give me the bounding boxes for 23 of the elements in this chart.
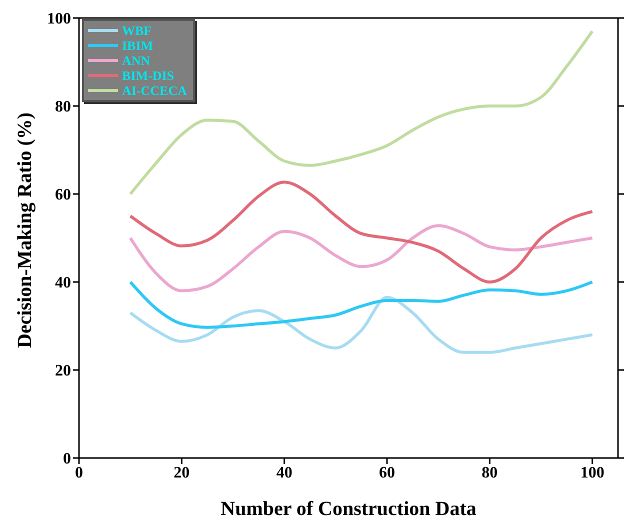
y-tick-label: 100 bbox=[47, 10, 71, 28]
y-tick-label: 40 bbox=[55, 274, 71, 292]
line-series bbox=[128, 224, 594, 292]
x-tick-label: 80 bbox=[482, 464, 498, 482]
x-tick-label: 20 bbox=[174, 464, 190, 482]
legend-label: IBIM bbox=[122, 38, 154, 54]
x-axis-title: Number of Construction Data bbox=[220, 498, 476, 520]
legend-label: BIM-DIS bbox=[122, 68, 174, 84]
y-tick-label: 80 bbox=[55, 98, 71, 116]
x-tick-label: 40 bbox=[276, 464, 292, 482]
x-tick-label: 100 bbox=[580, 464, 604, 482]
y-tick-label: 20 bbox=[55, 362, 71, 380]
legend-label: ANN bbox=[122, 52, 150, 68]
x-tick-label: 0 bbox=[75, 464, 83, 482]
legend-label: WBF bbox=[122, 22, 152, 38]
line-series bbox=[128, 180, 594, 284]
line-series bbox=[128, 280, 594, 329]
x-tick-label: 60 bbox=[379, 464, 395, 482]
line-series bbox=[128, 296, 594, 354]
y-tick-label: 60 bbox=[55, 186, 71, 204]
legend-label: AI-CCECA bbox=[122, 82, 187, 98]
y-tick-label: 0 bbox=[63, 450, 71, 468]
y-axis-title: Decision-Making Ratio (%) bbox=[14, 112, 36, 348]
